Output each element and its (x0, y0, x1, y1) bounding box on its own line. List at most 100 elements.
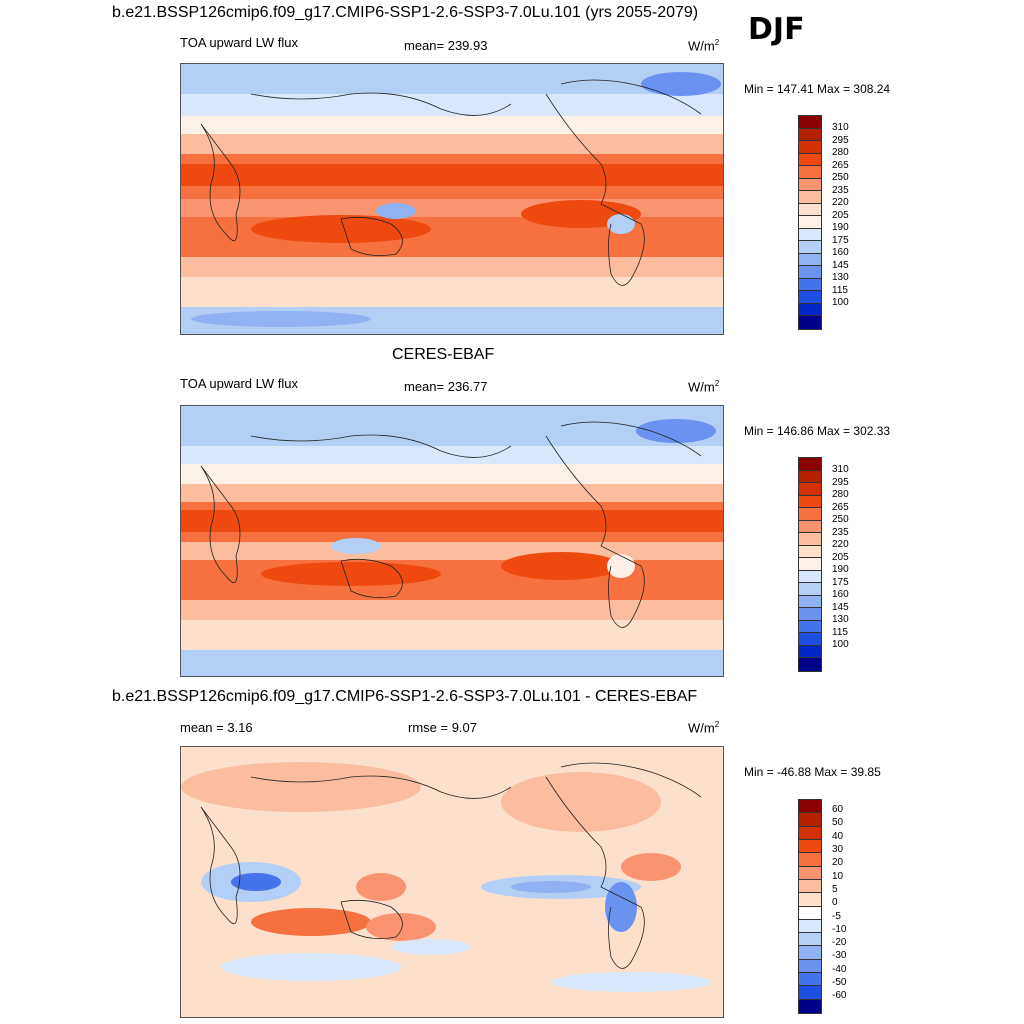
panel-2-colorbar-swatch (799, 595, 821, 609)
panel-3-title: b.e21.BSSP126cmip6.f09_g17.CMIP6-SSP1-2.… (112, 688, 698, 705)
panel-1-colorbar-tick-label: 115 (832, 284, 848, 296)
panel-1-colorbar-tick-label: 145 (832, 259, 849, 271)
panel-3-colorbar-tick-label: -20 (832, 937, 847, 949)
panel-1-colorbar-tick-label: 205 (832, 209, 849, 221)
panel-1-map (180, 63, 724, 335)
panel-1-colorbar-swatch (799, 141, 821, 154)
panel-3-colorbar-tick-label: 5 (832, 883, 838, 895)
season-label: DJF (748, 12, 805, 47)
panel-1-colorbar-swatch (799, 266, 821, 279)
panel-3-colorbar-swatch (799, 826, 821, 840)
panel-1-colorbar-swatch (799, 128, 821, 142)
panel-3-colorbar-swatch (799, 973, 821, 987)
panel-2-colorbar-tick-label: 220 (832, 539, 849, 551)
panel-1-colorbar-tick-label: 310 (832, 122, 849, 133)
panel-2-colorbar-tick-label: 160 (832, 589, 849, 601)
panel-2-minmax: Min = 146.86 Max = 302.33 (744, 424, 891, 438)
panel-3-colorbar-tick-label: 50 (832, 817, 844, 829)
panel-1-variable-label: TOA upward LW flux (180, 35, 299, 50)
panel-3-colorbar-tick-label: -50 (832, 977, 847, 989)
panel-2-colorbar-swatch (799, 570, 821, 584)
panel-1-minmax: Min = 147.41 Max = 308.24 (744, 82, 891, 96)
panel-2-colorbar-tick-label: 205 (832, 551, 849, 563)
panel-3-colorbar-tick-label: 40 (832, 830, 844, 842)
panel-1-colorbar-swatch (799, 228, 821, 242)
panel-3-mean-label: mean = 3.16 (180, 720, 253, 735)
panel-2-colorbar-tick-label: 265 (832, 501, 849, 513)
panel-2-colorbar-swatch (799, 495, 821, 509)
panel-1-colorbar-swatch (799, 116, 821, 129)
panel-2-colorbar-tick-label: 310 (832, 464, 849, 475)
panel-3-minmax: Min = -46.88 Max = 39.85 (744, 765, 881, 779)
panel-3-colorbar-tick-label: -30 (832, 950, 847, 962)
panel-2-colorbar-tick-label: 235 (832, 526, 849, 538)
panel-1-colorbar-tick-label: 100 (832, 297, 849, 309)
panel-1-colorbar-swatch (799, 303, 821, 317)
panel-1-colorbar-swatch (799, 216, 821, 229)
panel-2-map (180, 405, 724, 677)
panel-2-colorbar-swatch (799, 558, 821, 571)
panel-1-colorbar-tick-label: 160 (832, 247, 849, 259)
panel-2-colorbar-tick-label: 115 (832, 626, 848, 638)
panel-3-colorbar-swatch (799, 853, 821, 867)
panel-3-colorbar-tick-label: -60 (832, 990, 847, 1002)
panel-3-colorbar-swatch (799, 893, 821, 907)
panel-1-colorbar-tick-label: 250 (832, 172, 849, 184)
panel-2-colorbar-swatch (799, 470, 821, 484)
panel-2-colorbar (798, 457, 822, 672)
panel-1-colorbar-swatch (799, 153, 821, 167)
panel-1-units: W/m2 (688, 38, 720, 54)
panel-1-colorbar-swatch (799, 291, 821, 304)
panel-1-mean-label: mean= 239.93 (404, 38, 488, 53)
panel-2-colorbar-swatch (799, 458, 821, 471)
panel-3-colorbar-tick-label: 20 (832, 857, 844, 869)
panel-1-colorbar-tick-label: 265 (832, 159, 849, 171)
panel-1-colorbar-tick-label: 220 (832, 197, 849, 209)
panel-3-colorbar-swatch (799, 933, 821, 947)
panel-2-colorbar-tick-label: 130 (832, 614, 849, 626)
panel-3-units: W/m2 (688, 720, 720, 736)
panel-1-colorbar-swatch (799, 203, 821, 217)
panel-3-colorbar-swatch (799, 919, 821, 934)
panel-1-colorbar-tick-label: 130 (832, 272, 849, 284)
panel-2-mean-label: mean= 236.77 (404, 379, 488, 394)
panel-1-colorbar-tick-label: 235 (832, 184, 849, 196)
panel-3-colorbar-tick-label: -5 (832, 910, 841, 922)
panel-3-colorbar-tick-label: -40 (832, 963, 847, 975)
panel-1-colorbar-swatch (799, 191, 821, 204)
panel-2-colorbar-tick-label: 295 (832, 476, 849, 488)
panel-3-colorbar-tick-label: 10 (832, 870, 844, 882)
panel-3-colorbar-swatch (799, 839, 821, 854)
panel-3-colorbar-tick-label: -10 (832, 923, 847, 935)
panel-2-colorbar-swatch (799, 508, 821, 521)
panel-2-colorbar-tick-label: 175 (832, 576, 849, 588)
panel-3-colorbar-swatch (799, 959, 821, 974)
panel-2-colorbar-tick-label: 280 (832, 489, 849, 501)
panel-3-colorbar-swatch (799, 946, 821, 960)
panel-1-colorbar-tick-label: 175 (832, 234, 849, 246)
panel-3-colorbar-swatch (799, 813, 821, 827)
panel-3-map (180, 746, 724, 1018)
panel-1-colorbar-tick-label: 280 (832, 147, 849, 159)
panel-1-colorbar (798, 115, 822, 330)
panel-1-title: b.e21.BSSP126cmip6.f09_g17.CMIP6-SSP1-2.… (112, 4, 699, 21)
panel-2-colorbar-swatch (799, 658, 821, 671)
panel-1-colorbar-tick-label: 295 (832, 134, 849, 146)
panel-2-variable-label: TOA upward LW flux (180, 376, 299, 391)
panel-2-colorbar-swatch (799, 608, 821, 621)
panel-1-colorbar-swatch (799, 253, 821, 267)
panel-2-units: W/m2 (688, 379, 720, 395)
panel-3-rmse-label: rmse = 9.07 (408, 720, 478, 735)
panel-3-colorbar-swatch (799, 800, 821, 814)
panel-3-colorbar-swatch (799, 986, 821, 1000)
panel-3-colorbar-tick-label: 60 (832, 804, 844, 815)
panel-2-title: CERES-EBAF (392, 346, 495, 363)
panel-1-colorbar-tick-label: 190 (832, 222, 849, 234)
panel-2-colorbar-swatch (799, 645, 821, 659)
panel-3-colorbar-swatch (799, 906, 821, 920)
panel-3-colorbar-tick-label: 0 (832, 897, 838, 909)
panel-2-colorbar-tick-label: 250 (832, 514, 849, 526)
panel-2-colorbar-swatch (799, 583, 821, 596)
panel-2-colorbar-swatch (799, 483, 821, 496)
panel-3-colorbar-swatch (799, 879, 821, 894)
